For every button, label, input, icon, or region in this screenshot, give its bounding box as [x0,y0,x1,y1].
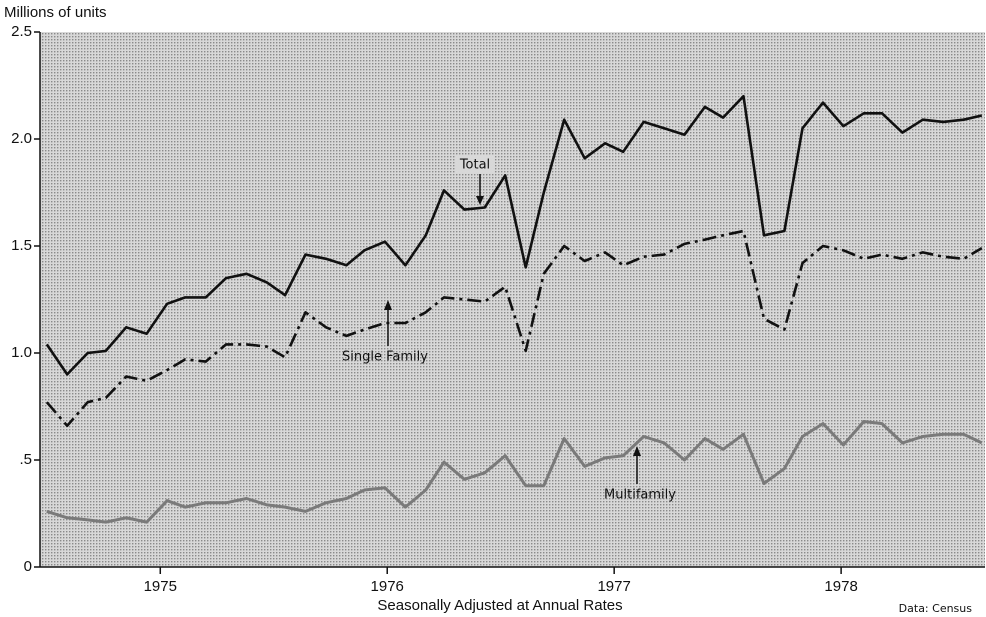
series-label: Single Family [342,350,428,365]
annotations [384,156,641,484]
chart-title: Millions of units [4,4,107,21]
x-tick-label: 1976 [371,578,404,595]
y-tick-label: 1.0 [11,344,32,361]
series-label: Multifamily [604,488,676,503]
y-tick-label: 2.0 [11,130,32,147]
source-note: Data: Census [899,602,973,615]
series-line [45,94,983,376]
arrow-head [633,446,641,456]
series-label: Total [459,158,490,173]
y-tick-label: 0 [24,558,32,575]
arrow-head [476,196,484,205]
y-tick-label: 1.5 [11,237,32,254]
x-axis-label: Seasonally Adjusted at Annual Rates [377,597,622,614]
series-line [46,420,983,524]
y-tick-label: .5 [19,451,32,468]
arrow-head [384,300,392,310]
y-tick-label: 2.5 [11,23,32,40]
series-line [45,229,983,428]
x-tick-label: 1978 [824,578,857,595]
x-tick-label: 1975 [144,578,177,595]
x-tick-label: 1977 [597,578,630,595]
plot-background [40,32,985,567]
label-bg [456,156,494,174]
